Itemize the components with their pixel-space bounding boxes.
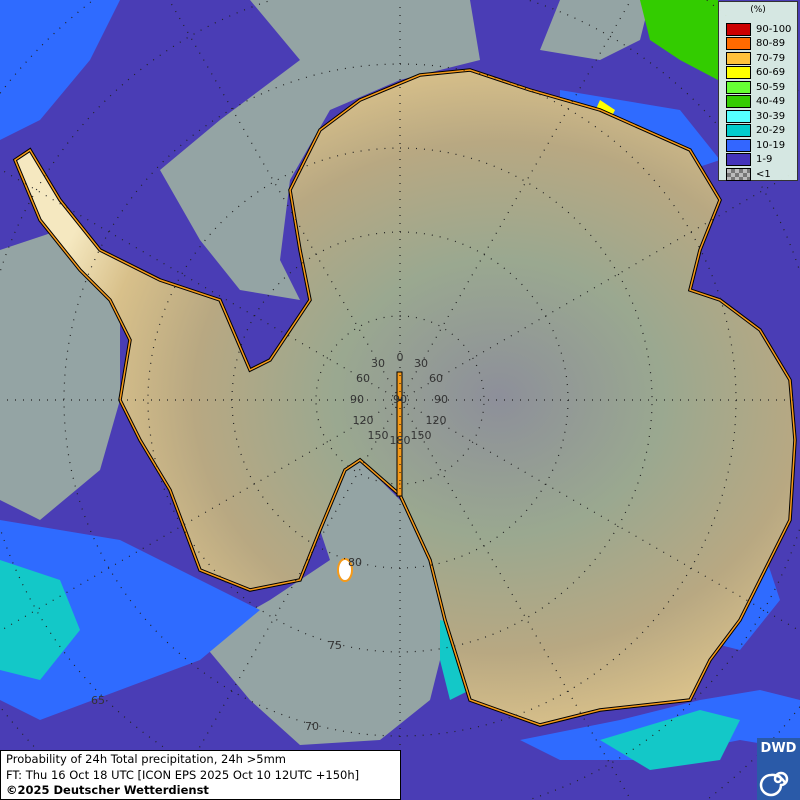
legend-entry: 70-79 xyxy=(726,51,785,65)
legend-label: 90-100 xyxy=(756,23,792,35)
map-caption: Probability of 24h Total precipitation, … xyxy=(0,750,401,800)
legend-swatch xyxy=(726,22,751,36)
meridian-label: 90 xyxy=(350,393,364,406)
legend-swatch xyxy=(726,167,751,181)
meridian-label: 120 xyxy=(353,414,374,427)
legend-entry: <1 xyxy=(726,167,771,181)
dwd-logo-text: DWD xyxy=(760,741,797,756)
legend-label: 50-59 xyxy=(756,81,786,93)
legend-label: 70-79 xyxy=(756,52,786,64)
legend-entry: 40-49 xyxy=(726,95,785,109)
legend-entry: 10-19 xyxy=(726,138,785,152)
meridian-label: 60 xyxy=(356,372,370,385)
meridian-label: 90 xyxy=(393,393,407,406)
meridian-line xyxy=(168,399,401,800)
meridian-label: 90 xyxy=(434,393,448,406)
meridian-line xyxy=(399,399,800,632)
meridian-label: 150 xyxy=(368,429,389,442)
caption-copyright: ©2025 Deutscher Wetterdienst xyxy=(6,783,209,797)
meridian-line xyxy=(399,0,632,401)
meridian-label: 150 xyxy=(411,429,432,442)
legend-swatch xyxy=(726,51,751,65)
latitude-label: 65 xyxy=(91,694,105,707)
legend-swatch xyxy=(726,153,751,166)
legend: (%) 90-100 80-89 70-79 60-69 50-59 40-49 30-39… xyxy=(718,1,798,181)
meridian-label: 60 xyxy=(429,372,443,385)
legend-swatch xyxy=(726,109,751,123)
meridian-line xyxy=(168,0,401,401)
legend-swatch xyxy=(726,138,751,152)
legend-label: 40-49 xyxy=(756,96,786,107)
legend-swatch xyxy=(726,80,751,94)
legend-swatch xyxy=(726,37,751,50)
latitude-circle xyxy=(315,315,485,485)
meridian-line xyxy=(0,399,401,632)
latitude-label: 70 xyxy=(305,720,319,733)
legend-title: (%) xyxy=(750,5,766,15)
legend-swatch xyxy=(726,124,751,137)
meridian-line xyxy=(399,168,800,401)
legend-entry: 30-39 xyxy=(726,109,785,123)
legend-entry: 60-69 xyxy=(726,66,785,80)
antarctica-landmass xyxy=(12,68,797,727)
legend-label: 30-39 xyxy=(756,110,786,122)
legend-label: 1-9 xyxy=(756,154,773,165)
legend-swatch xyxy=(726,66,751,79)
legend-label: 60-69 xyxy=(756,67,786,78)
legend-label: 20-29 xyxy=(756,125,786,136)
meridian-line xyxy=(399,399,632,800)
legend-entry: 20-29 xyxy=(726,124,785,138)
dwd-logo: DWD xyxy=(757,738,800,800)
meridian-line xyxy=(0,168,401,401)
caption-forecast-time: FT: Thu 16 Oct 18 UTC [ICON EPS 2025 Oct… xyxy=(6,767,360,782)
meridian-label: 120 xyxy=(426,414,447,427)
meridian-label: 0 xyxy=(397,351,404,364)
legend-entry: 1-9 xyxy=(726,153,772,167)
latitude-label: 75 xyxy=(328,639,342,652)
swirl-icon xyxy=(759,771,789,797)
legend-label: 10-19 xyxy=(756,139,786,151)
legend-entry: 90-100 xyxy=(726,22,791,36)
meridian-label: 180 xyxy=(390,434,411,447)
legend-label: <1 xyxy=(756,168,771,180)
meridian-label: 30 xyxy=(371,357,385,370)
legend-entry: 50-59 xyxy=(726,80,785,94)
legend-entry: 80-89 xyxy=(726,37,785,51)
legend-swatch xyxy=(726,95,751,108)
meridian-label: 30 xyxy=(414,357,428,370)
latitude-label: 80 xyxy=(348,556,362,569)
legend-label: 80-89 xyxy=(756,38,786,49)
caption-title: Probability of 24h Total precipitation, … xyxy=(6,752,286,766)
